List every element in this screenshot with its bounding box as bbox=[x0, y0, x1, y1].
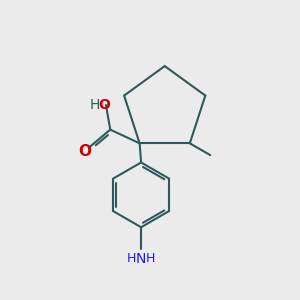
Text: O: O bbox=[98, 98, 110, 112]
Text: H: H bbox=[127, 252, 136, 265]
Text: H: H bbox=[90, 98, 100, 112]
Text: O: O bbox=[78, 145, 91, 160]
Text: H: H bbox=[146, 252, 155, 265]
Text: N: N bbox=[136, 252, 146, 266]
